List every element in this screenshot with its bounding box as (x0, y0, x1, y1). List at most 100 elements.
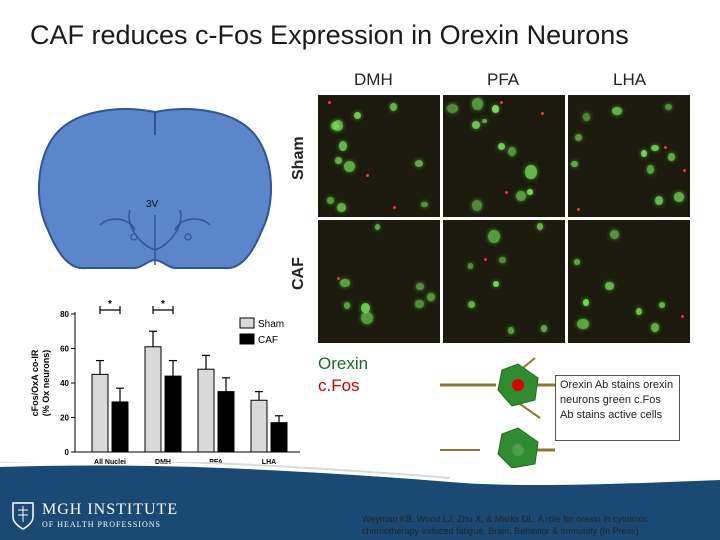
orexin-neuron (343, 302, 350, 309)
bar-caf (217, 391, 235, 453)
third-ventricle-label: 3V (146, 199, 159, 210)
y-tick-label: 60 (60, 345, 69, 354)
cfos-cell (328, 100, 332, 104)
orexin-neuron (507, 146, 516, 156)
y-axis-label: cFos/OxA co-IR (30, 349, 40, 416)
bar-caf (270, 422, 288, 453)
cfos-cell (483, 257, 487, 261)
logo-sub-text: OF HEALTH PROFESSIONS (42, 520, 161, 529)
legend-label-caf: CAF (258, 335, 278, 346)
orexin-neuron (332, 119, 344, 131)
orexin-neuron (338, 141, 347, 151)
orexin-neuron (491, 104, 500, 113)
mgh-logo: MGH INSTITUTE OF HEALTH PROFESSIONS (12, 497, 182, 535)
orexin-neuron (343, 161, 356, 173)
orexin-neuron (326, 196, 335, 204)
orexin-neuron (507, 327, 514, 334)
row-header-sham: Sham (290, 136, 307, 180)
orexin-neuron (540, 325, 548, 333)
cfos-cell (540, 111, 544, 115)
orexin-neuron (472, 200, 483, 211)
orexin-neuron (493, 281, 499, 288)
cfos-cell (393, 205, 397, 209)
orexin-neuron (499, 256, 506, 264)
orexin-neuron (426, 293, 435, 301)
micrograph-sham-lha (568, 95, 690, 217)
orexin-neuron (527, 189, 534, 195)
neuron-illustration (440, 357, 555, 468)
orexin-neuron (575, 134, 582, 142)
orexin-neuron (497, 143, 505, 151)
orexin-neuron (571, 161, 578, 167)
slide-title: CAF reduces c-Fos Expression in Orexin N… (30, 20, 629, 50)
orexin-neuron (361, 312, 373, 324)
y-tick-label: 0 (65, 448, 70, 457)
bar-caf (164, 375, 182, 453)
orexin-neuron (646, 165, 655, 174)
bar-chart: 0 20 40 60 80 cFos/OxA co-IR (% Ox neurons) All… (30, 299, 300, 466)
micrograph-sham-dmh (318, 95, 440, 217)
staining-note: Orexin Ab stains orexin neurons green c.… (555, 375, 680, 441)
legend-swatch-caf (239, 333, 255, 345)
cfos-cell (682, 168, 686, 172)
orexin-neuron (335, 156, 343, 164)
bar-sham (144, 346, 162, 453)
cfos-cell (681, 315, 685, 319)
orexin-neuron (612, 106, 622, 115)
orexin-neuron (416, 283, 424, 291)
citation: Weyman KB, Wood LJ, Zhu X, & Marks DL. A… (362, 514, 648, 536)
significance-star: * (108, 299, 112, 310)
y-tick-label: 80 (60, 310, 69, 319)
y-tick-label: 40 (60, 379, 69, 388)
row-header-caf: CAF (290, 257, 307, 290)
y-tick-label: 20 (60, 414, 69, 423)
orexin-neuron (421, 201, 428, 207)
bar-sham (197, 368, 215, 453)
orexin-neuron (488, 229, 500, 243)
orexin-neuron (577, 318, 589, 330)
micrograph-caf-pfa (443, 220, 565, 343)
cfos-cell (500, 101, 504, 105)
orexin-neuron (640, 149, 647, 157)
micrograph-grid (318, 95, 690, 343)
shield-icon (12, 502, 34, 530)
orexin-neuron (536, 223, 543, 230)
x-tick-label: LHA (262, 459, 276, 466)
legend-swatch-sham (239, 317, 255, 329)
orexin-neuron (604, 281, 615, 291)
orexin-neuron (667, 153, 676, 161)
orexin-neuron (354, 111, 361, 119)
orexin-neuron (336, 203, 347, 213)
orexin-neuron (582, 298, 590, 306)
significance-star: * (161, 299, 165, 310)
orexin-neuron (654, 195, 664, 205)
orexin-neuron (390, 103, 398, 112)
legend-label-sham: Sham (258, 319, 284, 330)
orexin-neuron (374, 223, 380, 230)
micrograph-caf-lha (568, 220, 690, 343)
bar-caf (111, 401, 129, 453)
orexin-neuron (472, 121, 481, 129)
orexin-neuron (447, 103, 458, 114)
orexin-neuron (636, 307, 643, 315)
cfos-nucleus-dot (512, 379, 524, 391)
orexin-neuron (573, 259, 581, 266)
orexin-neuron (468, 301, 476, 308)
x-tick-label: All Nuclei (94, 459, 126, 466)
cfos-cell (664, 146, 668, 150)
cfos-cell (505, 191, 509, 195)
orexin-neuron (340, 278, 350, 287)
orexin-neuron (482, 118, 488, 124)
orexin-neuron (361, 303, 370, 313)
micrograph-sham-pfa (443, 95, 565, 217)
column-header-dmh: DMH (354, 70, 393, 89)
legend-orexin: Orexin (318, 354, 369, 373)
orexin-neuron (674, 192, 685, 203)
orexin-neuron (472, 97, 483, 110)
bar-sham (250, 399, 268, 453)
micrograph-caf-dmh (318, 220, 440, 343)
legend-cfos: c.Fos (318, 376, 360, 395)
y-axis-label-units: (% Ox neurons) (41, 350, 51, 417)
brain-section-diagram (37, 108, 273, 270)
orexin-neuron (415, 300, 424, 309)
